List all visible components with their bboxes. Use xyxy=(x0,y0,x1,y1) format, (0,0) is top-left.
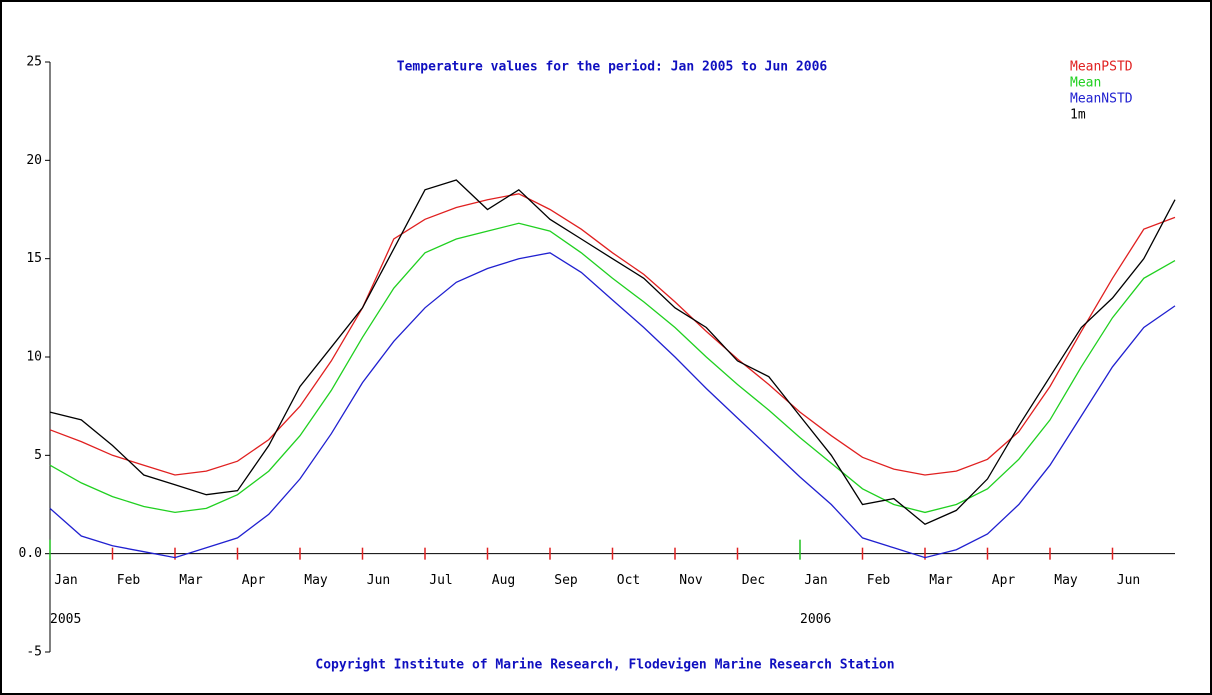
y-tick-label: -5 xyxy=(26,645,42,660)
y-tick-label: 25 xyxy=(26,55,42,70)
x-tick-label: Dec xyxy=(742,573,765,588)
x-tick-label: Mar xyxy=(179,573,203,588)
year-label: 2006 xyxy=(800,612,831,627)
series-line xyxy=(49,179,1176,525)
x-tick-label: Oct xyxy=(617,573,640,588)
y-tick-label: 10 xyxy=(26,350,42,365)
x-tick-label: Feb xyxy=(117,573,141,588)
x-tick-label: Jan xyxy=(804,573,827,588)
series-line xyxy=(49,222,1176,514)
x-tick-label: Sep xyxy=(554,573,578,588)
footer: Copyright Institute of Marine Research, … xyxy=(315,658,894,673)
y-tick-label: 15 xyxy=(26,251,42,266)
x-tick-label: Feb xyxy=(867,573,891,588)
series-line xyxy=(49,193,1176,476)
legend-label: MeanNSTD xyxy=(1070,92,1133,107)
y-tick-label: 0.0 xyxy=(19,546,42,561)
x-tick-label: Jul xyxy=(429,573,452,588)
x-tick-label: May xyxy=(304,573,328,588)
legend-label: 1m xyxy=(1070,108,1086,123)
x-tick-label: Jun xyxy=(1117,573,1140,588)
year-label: 2005 xyxy=(50,612,81,627)
x-tick-label: Apr xyxy=(992,573,1016,588)
x-tick-label: Nov xyxy=(679,573,703,588)
chart-title: Temperature values for the period: Jan 2… xyxy=(397,60,828,75)
x-tick-label: Jun xyxy=(367,573,390,588)
legend-label: Mean xyxy=(1070,76,1101,91)
series-line xyxy=(49,252,1176,559)
legend-label: MeanPSTD xyxy=(1070,60,1133,75)
x-tick-label: Jan xyxy=(54,573,77,588)
y-tick-label: 20 xyxy=(26,153,42,168)
y-tick-label: 5 xyxy=(34,448,42,463)
x-tick-label: May xyxy=(1054,573,1078,588)
x-tick-label: Apr xyxy=(242,573,266,588)
x-tick-label: Aug xyxy=(492,573,515,588)
x-tick-label: Mar xyxy=(929,573,953,588)
